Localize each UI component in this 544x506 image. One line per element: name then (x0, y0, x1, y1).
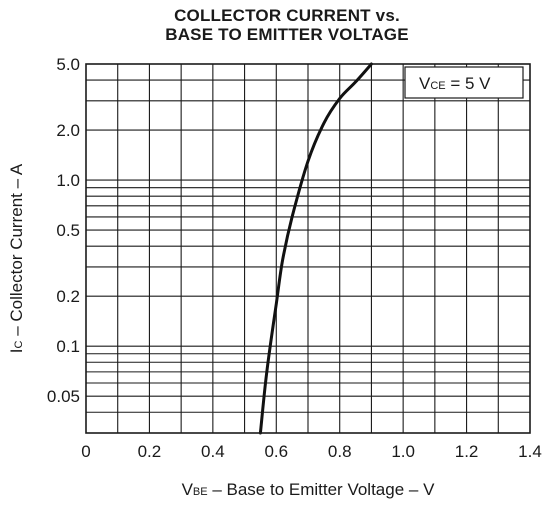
y-axis-text: – Collector Current – A (7, 163, 26, 340)
x-tick-label: 1.0 (391, 442, 415, 461)
x-tick-label: 1.2 (455, 442, 479, 461)
y-tick-label: 0.05 (47, 387, 80, 406)
x-axis-text: – Base to Emitter Voltage – V (208, 480, 435, 499)
x-tick-label: 0.4 (201, 442, 225, 461)
y-tick-label: 0.1 (56, 337, 80, 356)
x-axis-label: VBE – Base to Emitter Voltage – V (182, 480, 435, 499)
y-tick-label: 5.0 (56, 55, 80, 74)
y-tick-label: 0.5 (56, 221, 80, 240)
y-axis-subscript: C (13, 340, 25, 348)
x-tick-label: 1.4 (518, 442, 542, 461)
legend-symbol: V (419, 74, 431, 93)
x-axis-subscript: BE (193, 486, 208, 498)
data-series (258, 62, 373, 435)
chart-title-line-2: BASE TO EMITTER VOLTAGE (165, 25, 409, 44)
legend-frame (404, 66, 524, 99)
y-tick-label: 0.2 (56, 287, 80, 306)
chart-title-line-1: COLLECTOR CURRENT vs. (174, 6, 400, 25)
plot-frame (85, 63, 531, 434)
x-tick-label: 0.8 (328, 442, 352, 461)
y-tick-label: 1.0 (56, 171, 80, 190)
x-tick-labels: 0 0.2 0.4 0.6 0.8 1.0 1.2 1.4 (81, 442, 542, 461)
legend-box: VCE = 5 V (404, 66, 524, 99)
legend-value: = 5 V (446, 74, 492, 93)
grid-lines (86, 64, 530, 433)
x-axis-symbol: V (182, 480, 194, 499)
y-axis-label: IC – Collector Current – A (7, 163, 26, 353)
legend-label: VCE = 5 V (419, 74, 491, 93)
legend-subscript: CE (430, 80, 445, 92)
x-tick-label: 0.2 (138, 442, 162, 461)
x-tick-label: 0 (81, 442, 90, 461)
collector-current-curve (258, 62, 373, 435)
y-axis-symbol: I (7, 348, 26, 353)
y-tick-labels: 5.0 2.0 1.0 0.5 0.2 0.1 0.05 (47, 55, 80, 406)
y-tick-label: 2.0 (56, 121, 80, 140)
x-tick-label: 0.6 (264, 442, 288, 461)
chart-title: COLLECTOR CURRENT vs. BASE TO EMITTER VO… (0, 6, 544, 44)
